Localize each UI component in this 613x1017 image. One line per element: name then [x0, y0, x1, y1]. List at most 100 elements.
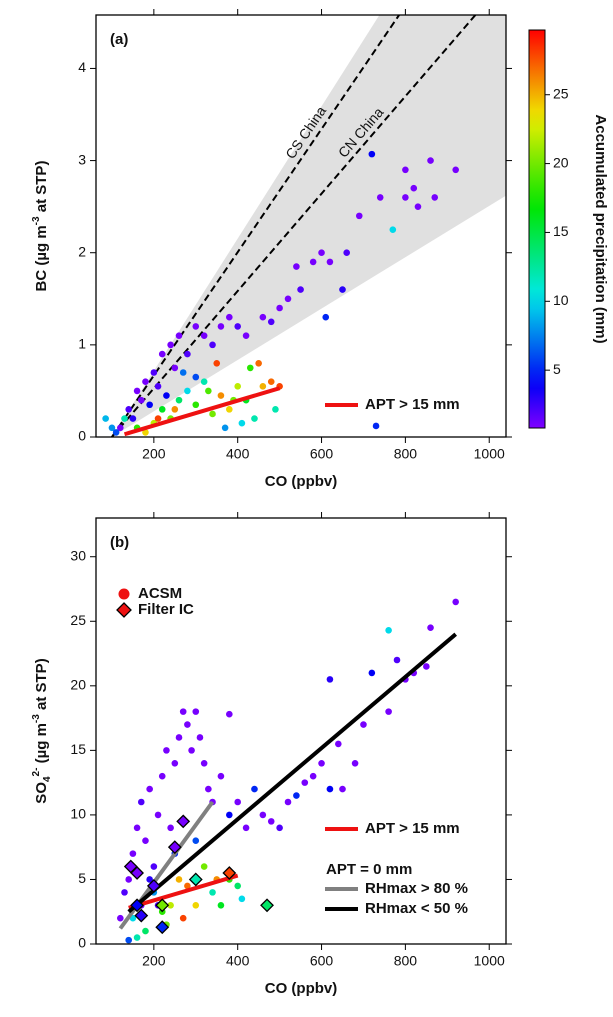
- data-point: [154, 811, 162, 819]
- data-point: [188, 747, 195, 754]
- data-point: [234, 798, 241, 806]
- data-point: [427, 624, 434, 632]
- y-tick-label: 10: [70, 806, 86, 822]
- colorbar: [528, 29, 546, 429]
- data-point: [372, 422, 380, 430]
- y-tick-label: 3: [78, 151, 86, 167]
- data-point: [251, 785, 258, 793]
- data-point: [129, 850, 137, 857]
- y-tick-label: 30: [70, 547, 86, 563]
- x-tick-label: 800: [394, 446, 418, 462]
- data-point: [179, 708, 187, 715]
- data-point: [192, 323, 200, 330]
- data-point: [112, 429, 120, 436]
- data-point: [360, 721, 367, 728]
- data-point: [175, 734, 183, 741]
- data-point: [154, 415, 162, 422]
- data-point: [146, 876, 153, 883]
- legend-marker: [118, 588, 130, 600]
- data-point: [452, 598, 459, 606]
- plot-area: [102, 15, 506, 437]
- data-point: [267, 378, 275, 386]
- data-point: [108, 424, 116, 432]
- data-point: [142, 927, 149, 935]
- data-point: [171, 364, 179, 372]
- legend-label: ACSM: [138, 585, 182, 602]
- data-point: [158, 406, 166, 413]
- data-point: [339, 785, 346, 793]
- filter-point: [130, 898, 145, 913]
- data-point: [167, 824, 174, 832]
- data-point: [427, 157, 434, 164]
- data-point: [423, 663, 430, 670]
- data-point: [137, 798, 145, 806]
- data-point: [234, 882, 241, 890]
- data-point: [322, 313, 330, 321]
- colorbar-tick-label: 20: [553, 154, 569, 170]
- data-point: [351, 759, 359, 767]
- x-tick-label: 400: [226, 953, 250, 969]
- data-point: [226, 313, 233, 321]
- data-point: [242, 332, 250, 339]
- data-point: [267, 818, 275, 825]
- data-point: [137, 396, 145, 404]
- data-point: [184, 387, 191, 395]
- data-point: [129, 415, 137, 422]
- data-point: [125, 876, 132, 883]
- fit-line: [127, 632, 457, 914]
- x-tick-label: 400: [226, 446, 250, 462]
- data-point: [431, 194, 439, 201]
- legend-label: APT > 15 mm: [365, 396, 460, 413]
- data-point: [133, 824, 141, 832]
- data-point: [255, 359, 262, 367]
- data-point: [184, 882, 191, 890]
- axes-frame: [95, 14, 507, 438]
- y-tick-label: 0: [78, 428, 86, 444]
- data-point: [192, 708, 200, 715]
- data-point: [158, 350, 166, 358]
- data-point: [309, 772, 317, 780]
- data-point: [217, 392, 225, 399]
- data-point: [276, 304, 283, 312]
- legend-note: APT = 0 mm: [326, 861, 412, 878]
- data-point: [221, 424, 229, 432]
- y-axis-label-part: -3: [31, 714, 42, 723]
- filter-point: [167, 840, 182, 855]
- colorbar-label: Accumulated precipitation (mm): [592, 114, 609, 343]
- colorbar-tick-label: 25: [553, 85, 569, 101]
- y-axis-label-part: -3: [31, 216, 42, 225]
- legend-marker: [116, 602, 132, 618]
- data-point: [385, 627, 392, 634]
- data-point: [102, 415, 109, 422]
- x-tick-label: 800: [394, 953, 418, 969]
- data-point: [414, 203, 422, 210]
- filter-point: [155, 898, 170, 913]
- data-point: [226, 811, 233, 819]
- data-point: [150, 863, 158, 870]
- x-axis-label: CO (ppbv): [265, 473, 338, 490]
- data-point: [301, 779, 309, 786]
- data-point: [393, 656, 401, 664]
- data-point: [133, 387, 141, 395]
- data-point: [410, 184, 418, 192]
- data-point: [297, 286, 304, 293]
- data-point: [238, 419, 246, 427]
- legend-label: RHmax < 50 %: [365, 900, 468, 917]
- legend-label: Filter IC: [138, 601, 194, 618]
- data-point: [150, 369, 158, 376]
- data-point: [389, 226, 397, 233]
- data-point: [259, 383, 267, 390]
- data-point: [259, 811, 267, 819]
- data-point: [200, 378, 208, 386]
- data-point: [217, 772, 225, 780]
- data-point: [125, 936, 132, 944]
- data-point: [175, 396, 183, 404]
- data-point: [217, 323, 225, 330]
- data-point: [276, 824, 283, 832]
- data-point: [272, 406, 279, 413]
- y-tick-label: 25: [70, 612, 86, 628]
- data-point: [171, 406, 179, 413]
- data-point: [209, 341, 216, 349]
- x-tick-label: 200: [142, 446, 166, 462]
- data-point: [335, 740, 342, 748]
